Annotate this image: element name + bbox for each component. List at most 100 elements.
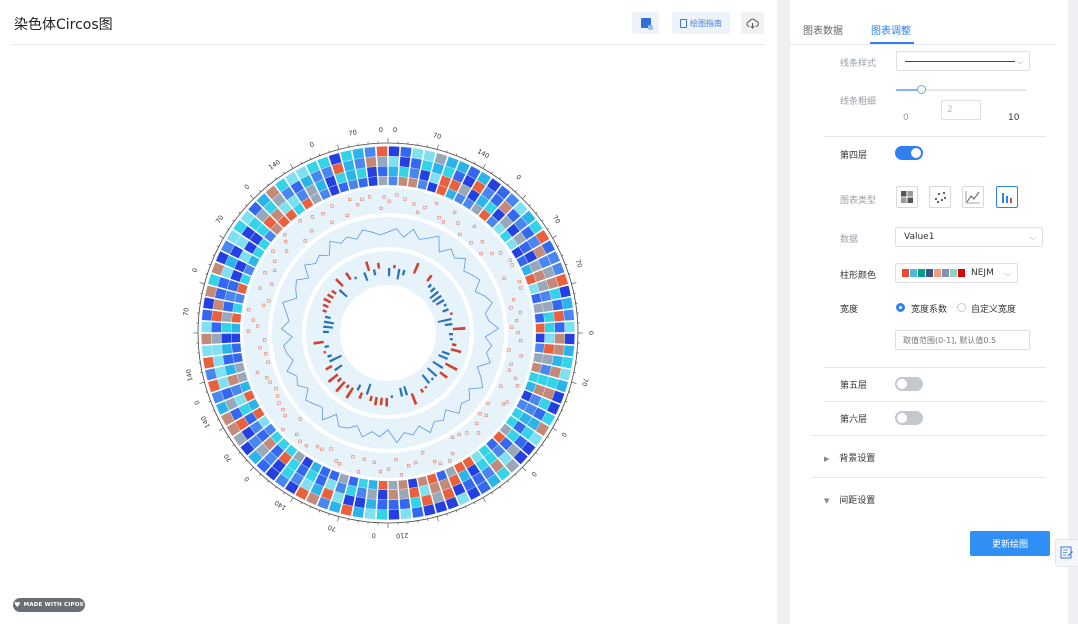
heatmap-cell (207, 379, 221, 393)
heatmap-cell (234, 393, 247, 407)
bg-settings-section[interactable]: ▶ 背景设置 (824, 451, 875, 464)
axis-tick (568, 391, 571, 393)
axis-tick (465, 506, 467, 509)
width-custom-radio[interactable] (957, 303, 966, 312)
heatmap-cell (439, 175, 452, 188)
image-export-button[interactable] (632, 12, 659, 34)
heatmap-cell (358, 177, 369, 188)
width-coef-input[interactable] (895, 330, 1030, 350)
guide-button[interactable]: 绘图指南 (672, 12, 730, 34)
scatter-point (472, 224, 477, 229)
bar (399, 387, 404, 397)
heatmap-cell (528, 283, 540, 295)
axis-tick (274, 486, 277, 489)
palette-swatch (902, 269, 909, 277)
line-width-value-input[interactable]: 2 (941, 100, 981, 120)
heatmap-cell (513, 450, 528, 465)
scatter-point (268, 380, 272, 384)
heatmap-cell (538, 255, 551, 269)
chart-type-heatmap-button[interactable] (896, 186, 918, 208)
axis-tick (465, 157, 467, 160)
width-coef-radio[interactable] (896, 303, 905, 312)
tick-label: 70 (574, 258, 584, 269)
axis-tick (552, 427, 558, 431)
axis-tick (547, 436, 550, 438)
layer5-label: 第五层 (840, 381, 868, 391)
heatmap-cell (535, 323, 545, 333)
heatmap-cell (296, 189, 309, 203)
axis-tick (522, 467, 527, 472)
heatmap-cell (442, 487, 455, 500)
scatter-point (275, 394, 280, 398)
heatmap-cell (551, 299, 563, 311)
tab-chart-data[interactable]: 图表数据 (803, 26, 843, 37)
heatmap-cell (310, 192, 322, 205)
download-button[interactable] (741, 12, 764, 34)
chart-type-bar-button[interactable] (996, 186, 1018, 208)
bar (430, 377, 434, 381)
scatter-point (448, 459, 452, 463)
heatmap-cell (478, 444, 491, 457)
heatmap-cell (277, 215, 290, 228)
scatter-point (414, 461, 418, 465)
slider-handle[interactable] (917, 85, 926, 94)
heatmap-cell (240, 441, 255, 456)
heatmap-cell (296, 463, 309, 477)
layer5-toggle[interactable] (895, 377, 923, 391)
heatmap-cell (231, 343, 242, 353)
heatmap-cell (310, 461, 322, 474)
heatmap-cell (499, 215, 513, 229)
heatmap-cell (535, 230, 550, 244)
line-style-select[interactable]: ⌵ (896, 51, 1030, 71)
line-width-slider[interactable] (896, 85, 1026, 94)
heatmap-cell (221, 266, 234, 279)
heatmap-cell (364, 508, 376, 520)
width-custom-label: 自定义宽度 (971, 305, 1017, 315)
data-field-select[interactable]: Value1 ⌵ (895, 227, 1043, 247)
bar-color-select[interactable]: NEJM ⌵ (895, 263, 1018, 283)
heatmap-cell (348, 179, 359, 190)
heatmap-cell (368, 479, 378, 490)
heatmap-cell (233, 220, 248, 235)
heatmap-cell (486, 438, 499, 451)
scatter-point (519, 286, 523, 290)
caret-right-icon: ▶ (824, 455, 830, 463)
layer6-toggle[interactable] (895, 411, 923, 425)
heatmap-cell (527, 417, 541, 431)
heatmap-cell (472, 180, 486, 194)
scatter-point (310, 215, 315, 219)
heatmap-cell (400, 146, 412, 158)
spacing-settings-section[interactable]: ▼ 间距设置 (824, 493, 875, 506)
tab-chart-adjust[interactable]: 图表调整 (871, 26, 911, 37)
heatmap-cell (270, 208, 284, 222)
scatter-point (508, 258, 512, 262)
heatmap-cell (559, 285, 571, 298)
heatmap-cell (335, 481, 347, 494)
chart-type-scatter-button[interactable] (929, 186, 951, 208)
scatter-point (437, 215, 441, 220)
axis-tick (535, 452, 538, 455)
heatmap-cell (543, 343, 555, 355)
scatter-point (285, 249, 289, 253)
heatmap-cell (222, 301, 234, 312)
scatter-point (490, 251, 494, 256)
heatmap-cell (354, 158, 366, 170)
axis-tick (541, 444, 544, 447)
bar (432, 360, 444, 369)
update-chart-button[interactable]: 更新绘图 (970, 531, 1050, 556)
feedback-button[interactable] (1055, 539, 1078, 567)
chart-type-line-button[interactable] (962, 186, 984, 208)
heatmap-cell (542, 301, 554, 312)
heatmap-cell (249, 232, 264, 246)
layer4-toggle[interactable] (895, 146, 923, 160)
image-icon (640, 18, 653, 30)
axis-tick (547, 228, 550, 230)
heatmap-cell (462, 477, 476, 492)
heatmap-cell (221, 333, 232, 344)
bar (323, 325, 333, 329)
axis-tick (249, 194, 254, 199)
axis-tick (482, 497, 486, 503)
heatmap-cell (348, 476, 359, 487)
bar (396, 268, 401, 280)
axis-tick (290, 497, 294, 503)
